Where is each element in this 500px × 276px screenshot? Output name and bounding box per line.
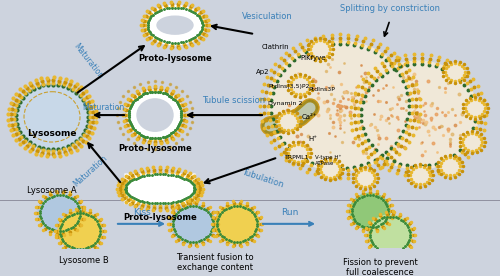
Text: Run: Run xyxy=(282,208,298,217)
Circle shape xyxy=(171,204,215,244)
Text: Clathrin: Clathrin xyxy=(262,44,289,50)
Text: H⁺: H⁺ xyxy=(308,136,317,142)
Circle shape xyxy=(38,193,82,233)
Circle shape xyxy=(278,112,298,130)
Circle shape xyxy=(268,41,412,171)
Text: V-type H⁺
ATPase: V-type H⁺ ATPase xyxy=(315,155,342,166)
Text: Ca²⁺: Ca²⁺ xyxy=(302,114,318,120)
Text: Kiss: Kiss xyxy=(133,208,151,217)
Circle shape xyxy=(445,63,465,81)
Circle shape xyxy=(14,83,90,151)
Text: Proto-lysosome: Proto-lysosome xyxy=(138,54,212,63)
Text: Proto-lysosome: Proto-lysosome xyxy=(118,144,192,153)
Circle shape xyxy=(368,215,412,254)
Circle shape xyxy=(350,193,390,229)
Circle shape xyxy=(310,41,330,59)
Circle shape xyxy=(137,99,173,131)
Circle shape xyxy=(355,169,375,187)
Text: TRPML1: TRPML1 xyxy=(285,155,310,160)
Text: PIKfyve: PIKfyve xyxy=(300,55,326,62)
FancyBboxPatch shape xyxy=(124,173,196,204)
Circle shape xyxy=(440,157,460,175)
Text: Proto-lysosome: Proto-lysosome xyxy=(123,213,197,222)
Circle shape xyxy=(215,204,259,244)
Text: Ap2: Ap2 xyxy=(256,69,270,75)
Circle shape xyxy=(288,144,308,162)
Text: Maturation: Maturation xyxy=(72,153,108,188)
Circle shape xyxy=(58,211,102,251)
Text: Lysosome B: Lysosome B xyxy=(59,256,109,265)
Circle shape xyxy=(358,61,478,169)
Ellipse shape xyxy=(145,6,205,45)
Circle shape xyxy=(410,166,430,184)
Text: Vesiculation: Vesiculation xyxy=(242,12,292,21)
Text: Splitting by constriction: Splitting by constriction xyxy=(340,4,440,14)
Text: Maturation: Maturation xyxy=(82,104,124,112)
Circle shape xyxy=(465,99,485,117)
Ellipse shape xyxy=(157,16,193,34)
Circle shape xyxy=(127,90,183,140)
Circle shape xyxy=(462,133,482,151)
Text: Lysosome A: Lysosome A xyxy=(27,186,77,195)
Text: Dynamin 2: Dynamin 2 xyxy=(268,101,302,106)
Text: Lysosome: Lysosome xyxy=(27,129,77,137)
Circle shape xyxy=(320,160,340,178)
Text: Tubule scission: Tubule scission xyxy=(202,96,266,105)
Text: PtdIns(3,5)P2: PtdIns(3,5)P2 xyxy=(268,84,310,89)
Circle shape xyxy=(290,76,310,94)
Text: Fission to prevent
full coalescence: Fission to prevent full coalescence xyxy=(342,258,417,276)
Text: Maturation: Maturation xyxy=(72,42,104,81)
Text: PtdIns3P: PtdIns3P xyxy=(308,87,335,92)
Text: Tubulation: Tubulation xyxy=(241,167,285,189)
Text: Transient fusion to
exchange content: Transient fusion to exchange content xyxy=(176,253,254,272)
